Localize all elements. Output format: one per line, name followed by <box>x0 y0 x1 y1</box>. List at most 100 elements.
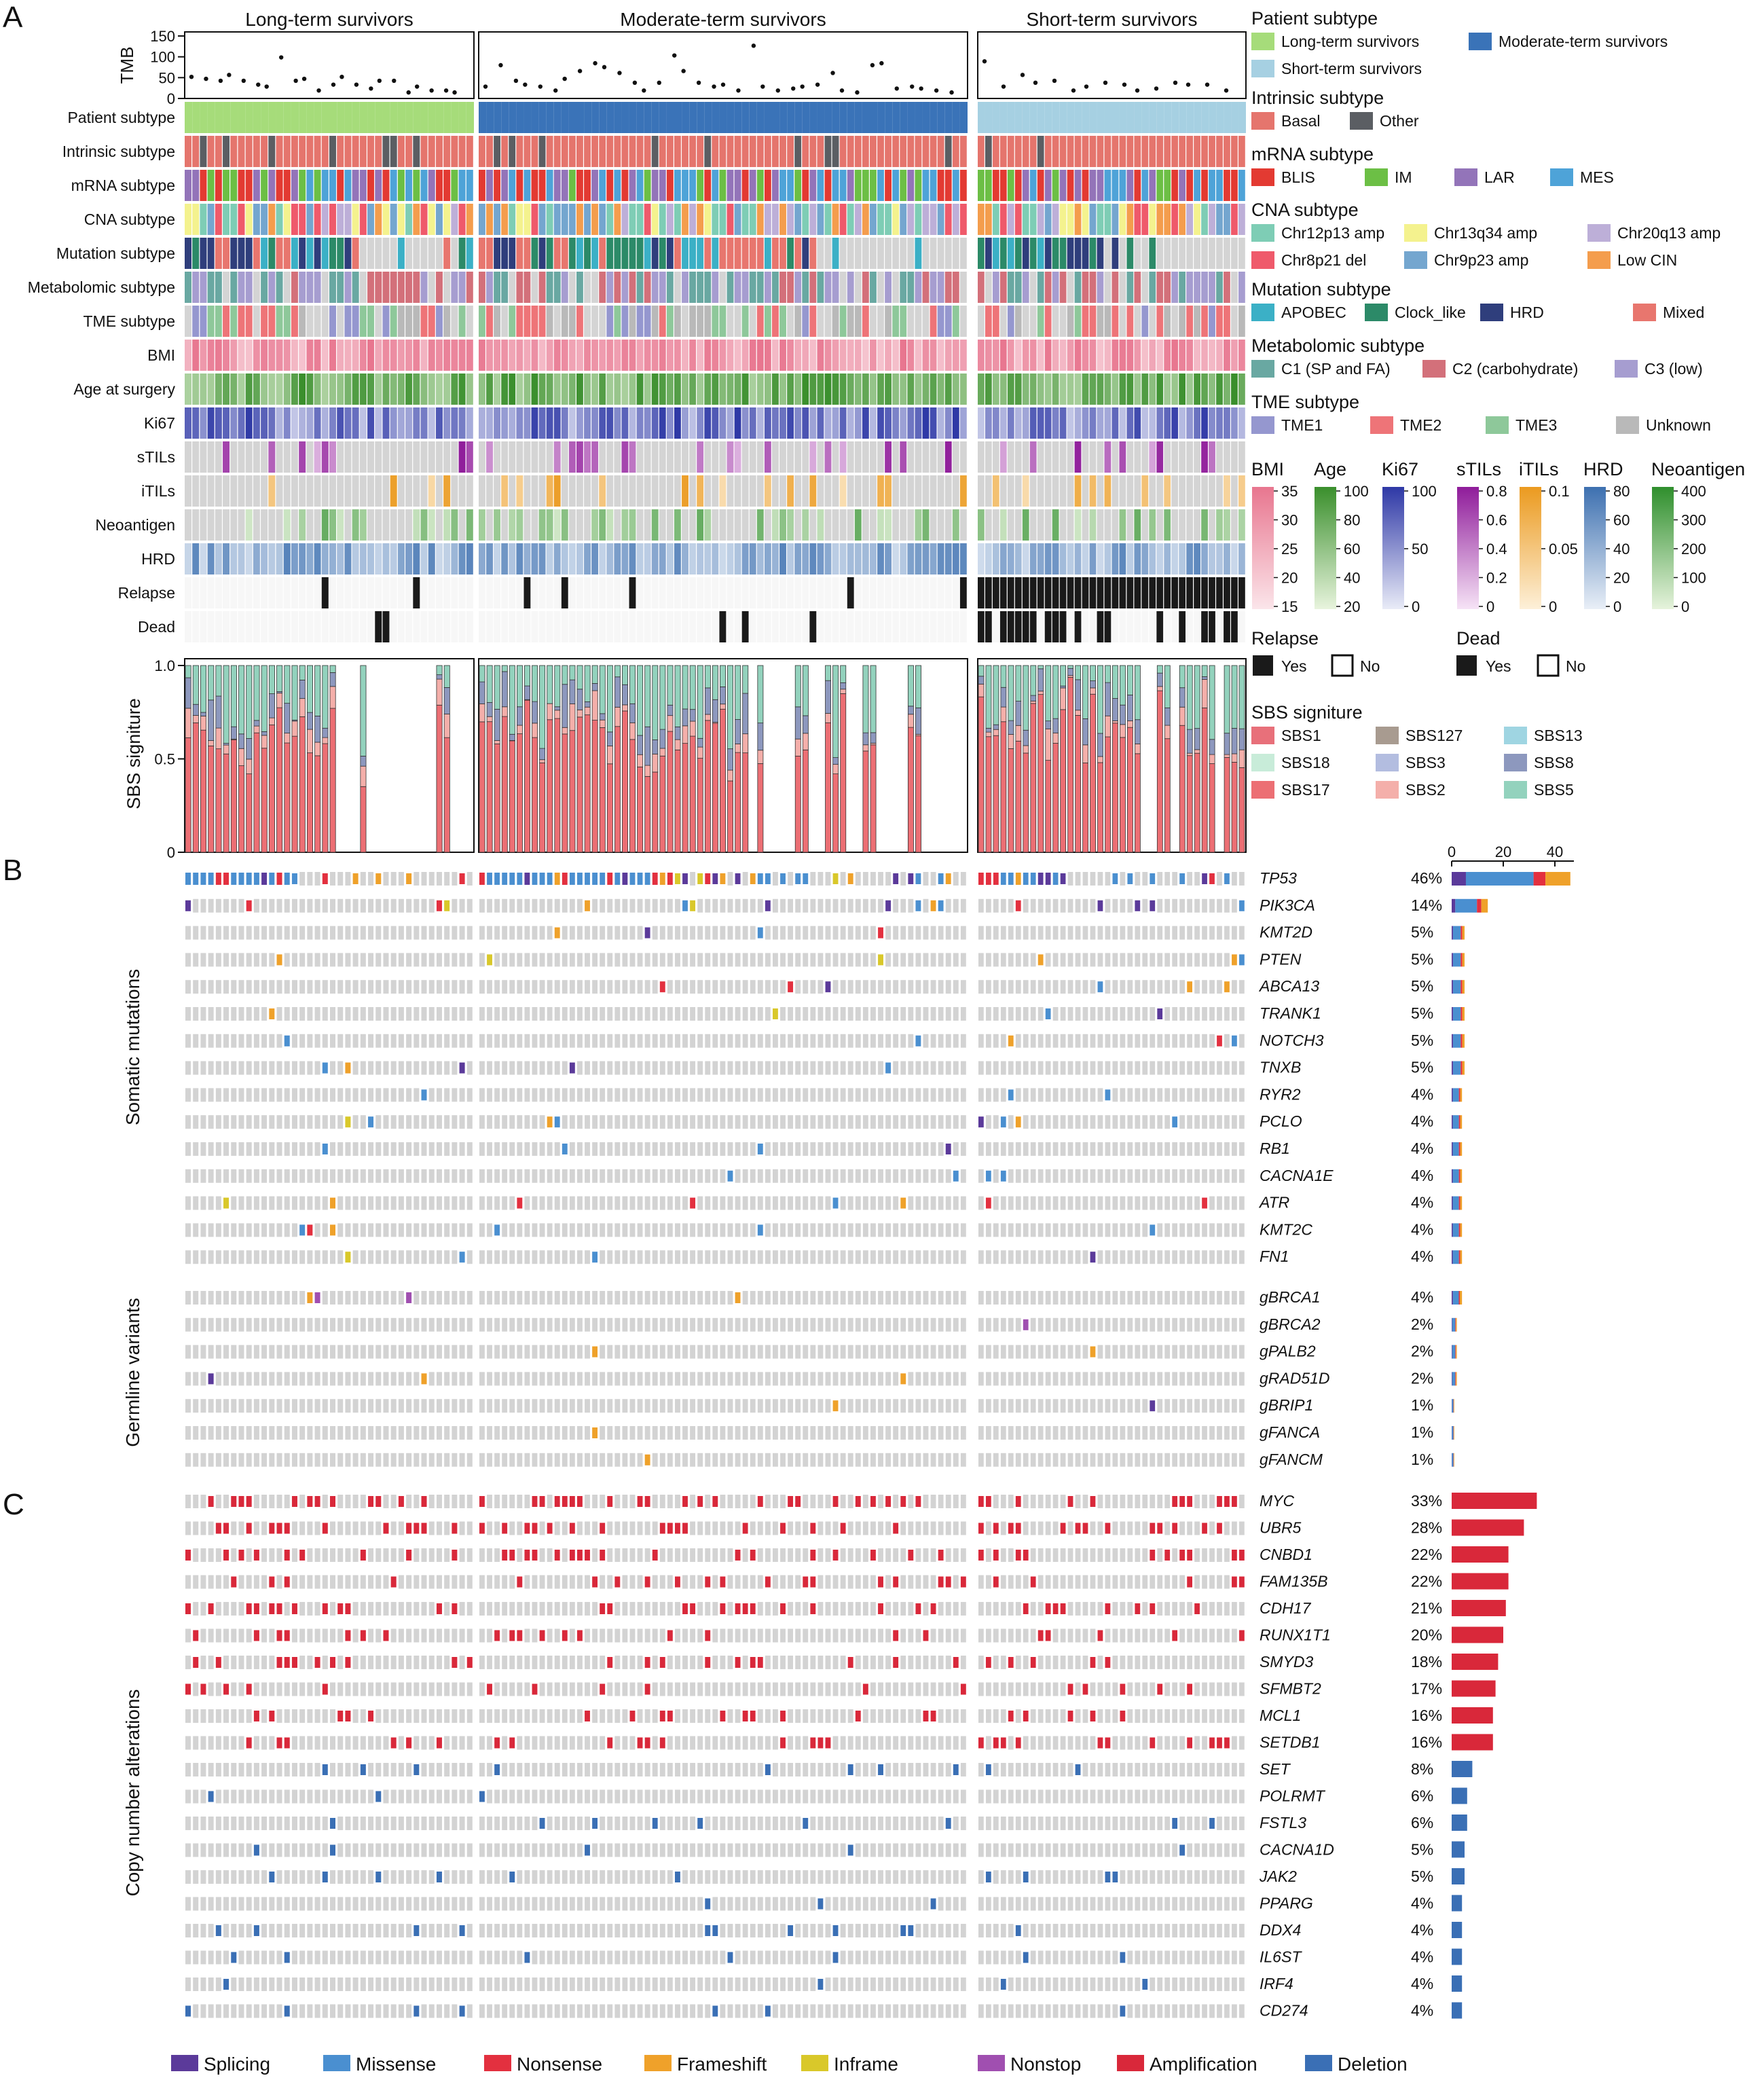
track-cell <box>591 543 599 575</box>
oncoprint-cell <box>945 1061 951 1075</box>
track-cell <box>599 407 606 439</box>
oncoprint-cell <box>720 980 726 994</box>
sbs-bar-segment <box>614 706 621 727</box>
oncoprint-cell <box>978 873 984 885</box>
track-cell <box>458 306 466 337</box>
track-cell <box>1209 102 1217 133</box>
track-cell <box>621 441 629 473</box>
track-cell <box>719 509 727 541</box>
track-cell <box>428 407 435 439</box>
tmb-point <box>443 88 449 93</box>
track-cell <box>306 340 314 371</box>
oncoprint-cell <box>532 953 538 967</box>
track-cell <box>1097 543 1104 575</box>
gene-percent: 4% <box>1411 1167 1433 1184</box>
sbs-bar-segment <box>712 723 718 853</box>
oncoprint-cell <box>215 1250 221 1264</box>
track-cell <box>779 407 786 439</box>
track-cell <box>192 577 200 608</box>
sbs-bar-segment <box>659 755 666 853</box>
track-cell <box>847 306 854 337</box>
track-cell <box>674 204 681 235</box>
track-cell <box>591 373 599 405</box>
track-cell <box>985 611 992 642</box>
oncoprint-cell <box>1217 1142 1222 1156</box>
track-cell <box>466 509 473 541</box>
sbs-bar-segment <box>547 703 553 721</box>
track-cell <box>397 407 405 439</box>
track-cell <box>435 543 443 575</box>
oncoprint-cell <box>690 1169 696 1183</box>
oncoprint-cell <box>993 1115 999 1129</box>
oncoprint-cell <box>1067 926 1073 940</box>
track-cell <box>1164 272 1171 303</box>
track-cell <box>230 373 238 405</box>
track-cell <box>321 407 329 439</box>
track-cell <box>689 136 697 167</box>
oncoprint-cell <box>720 1061 726 1075</box>
track-cell <box>839 204 847 235</box>
oncoprint-cell <box>1097 926 1103 940</box>
sbs-bar-segment <box>674 665 681 727</box>
track-cell <box>1014 611 1022 642</box>
gene-frequency-bar-segment <box>1452 1142 1459 1156</box>
track-cell <box>674 441 681 473</box>
sbs-bar-segment <box>682 708 688 727</box>
oncoprint-cell <box>375 1034 382 1048</box>
sbs-bar-segment <box>1060 687 1067 710</box>
track-cell <box>802 407 809 439</box>
oncoprint-cell <box>269 980 275 994</box>
track-cell <box>959 373 967 405</box>
oncoprint-cell <box>269 1115 275 1129</box>
track-cell <box>877 611 884 642</box>
group-title: Long-term survivors <box>245 9 413 30</box>
track-cell <box>451 509 458 541</box>
sbs-bar-segment <box>1060 685 1067 689</box>
track-cell <box>584 577 591 608</box>
sbs-bar-segment <box>832 757 839 765</box>
oncoprint-cell <box>659 1115 665 1129</box>
oncoprint-cell <box>945 1144 951 1154</box>
gene-percent: 5% <box>1411 977 1433 995</box>
sbs-bar-segment <box>284 703 291 733</box>
oncoprint-cell <box>817 898 824 913</box>
gene-label: CACNA1E <box>1260 1167 1334 1184</box>
track-cell <box>253 204 260 235</box>
oncoprint-cell <box>893 926 899 940</box>
track-cell <box>644 407 651 439</box>
sbs-bar-segment <box>516 665 523 708</box>
track-cell <box>689 373 697 405</box>
sbs-bar-segment <box>1030 665 1037 696</box>
track-cell <box>245 373 253 405</box>
oncoprint-cell <box>1075 980 1081 994</box>
oncoprint-cell <box>487 954 492 966</box>
track-cell <box>756 102 765 133</box>
track-cell <box>644 136 651 167</box>
oncoprint-cell <box>444 900 450 911</box>
track-cell <box>727 577 734 608</box>
oncoprint-cell <box>502 1115 508 1129</box>
oncoprint-cell <box>1008 1169 1014 1183</box>
oncoprint-cell <box>1105 1061 1111 1075</box>
tmb-point <box>751 43 756 48</box>
track-cell <box>1238 204 1245 235</box>
gene-percent: 4% <box>1411 1194 1433 1211</box>
track-cell <box>1238 306 1245 337</box>
sbs-bar-segment <box>494 743 500 853</box>
oncoprint-cell <box>231 1223 237 1237</box>
oncoprint-cell <box>803 1088 809 1102</box>
track-cell <box>674 136 681 167</box>
track-cell <box>192 136 200 167</box>
track-cell <box>283 102 291 133</box>
track-cell <box>1052 238 1059 269</box>
track-cell <box>375 441 382 473</box>
oncoprint-cell <box>1187 1115 1192 1129</box>
sbs-bar-segment <box>208 665 215 701</box>
oncoprint-cell <box>414 1061 420 1075</box>
track-cell <box>809 102 817 133</box>
track-cell <box>704 475 712 507</box>
oncoprint-cell <box>652 1034 658 1048</box>
legend-cna-swatch <box>1587 224 1611 242</box>
sbs-bar-segment <box>185 665 191 678</box>
track-cell <box>727 102 735 133</box>
